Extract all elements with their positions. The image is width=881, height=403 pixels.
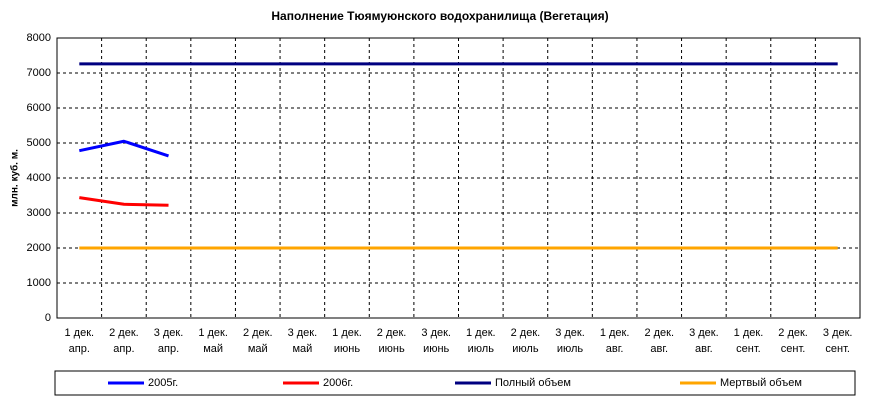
x-tick-label: 2 дек. bbox=[243, 327, 273, 339]
x-tick-label: 1 дек. bbox=[65, 327, 95, 339]
x-tick-label: авг. bbox=[695, 343, 713, 355]
legend-label: 2006г. bbox=[323, 377, 353, 389]
x-tick-label: сент. bbox=[825, 343, 850, 355]
x-tick-label: 3 дек. bbox=[823, 327, 853, 339]
x-tick-label: 3 дек. bbox=[421, 327, 451, 339]
x-tick-label: июнь bbox=[334, 343, 360, 355]
x-tick-label: май bbox=[248, 343, 268, 355]
y-tick-label: 0 bbox=[45, 312, 51, 324]
x-tick-label: 1 дек. bbox=[332, 327, 362, 339]
legend-label: Полный объем bbox=[495, 377, 571, 389]
y-tick-label: 7000 bbox=[27, 67, 51, 79]
x-tick-label: авг. bbox=[606, 343, 624, 355]
y-axis-label: млн. куб. м. bbox=[9, 149, 21, 207]
x-tick-label: июль bbox=[512, 343, 539, 355]
x-tick-label: май bbox=[292, 343, 312, 355]
x-tick-label: 2 дек. bbox=[377, 327, 407, 339]
x-tick-label: 2 дек. bbox=[109, 327, 139, 339]
x-tick-label: 3 дек. bbox=[555, 327, 585, 339]
y-tick-label: 2000 bbox=[27, 242, 51, 254]
x-tick-label: 3 дек. bbox=[689, 327, 719, 339]
legend bbox=[54, 370, 856, 396]
series-line bbox=[79, 196, 169, 207]
x-tick-label: 1 дек. bbox=[600, 327, 630, 339]
x-tick-label: 1 дек. bbox=[734, 327, 764, 339]
plot-area bbox=[56, 37, 861, 319]
y-tick-label: 5000 bbox=[27, 137, 51, 149]
x-tick-label: 2 дек. bbox=[511, 327, 541, 339]
legend-label: Мертвый объем bbox=[720, 377, 802, 389]
x-tick-label: июль bbox=[468, 343, 495, 355]
y-tick-label: 6000 bbox=[27, 102, 51, 114]
y-tick-label: 3000 bbox=[27, 207, 51, 219]
x-tick-label: 1 дек. bbox=[466, 327, 496, 339]
x-tick-label: апр. bbox=[69, 343, 90, 355]
x-tick-label: июнь bbox=[423, 343, 449, 355]
x-tick-label: авг. bbox=[650, 343, 668, 355]
x-tick-label: июль bbox=[557, 343, 584, 355]
series-line bbox=[78, 139, 169, 158]
y-tick-label: 8000 bbox=[27, 32, 51, 44]
x-tick-label: 3 дек. bbox=[288, 327, 318, 339]
x-tick-label: май bbox=[203, 343, 223, 355]
x-tick-label: июнь bbox=[378, 343, 404, 355]
x-tick-label: 1 дек. bbox=[198, 327, 228, 339]
chart-title: Наполнение Тюямуюнского водохранилища (В… bbox=[271, 9, 608, 23]
x-tick-label: 3 дек. bbox=[154, 327, 184, 339]
x-tick-label: 2 дек. bbox=[778, 327, 808, 339]
x-tick-label: апр. bbox=[158, 343, 179, 355]
y-tick-label: 1000 bbox=[27, 277, 51, 289]
y-tick-label: 4000 bbox=[27, 172, 51, 184]
x-tick-label: 2 дек. bbox=[644, 327, 674, 339]
x-tick-label: сент. bbox=[736, 343, 761, 355]
x-tick-label: апр. bbox=[113, 343, 134, 355]
x-tick-label: сент. bbox=[781, 343, 806, 355]
legend-label: 2005г. bbox=[148, 377, 178, 389]
